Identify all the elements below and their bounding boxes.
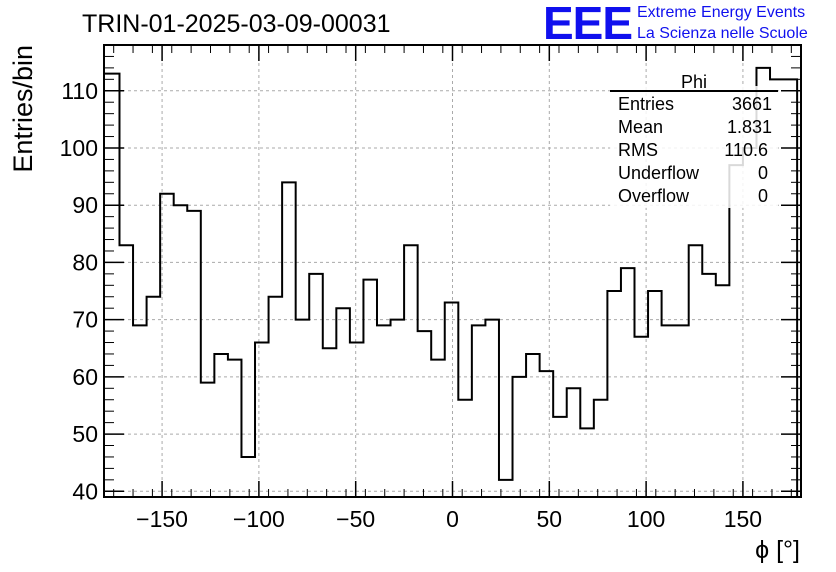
histogram-bin [716, 285, 730, 497]
stats-value-entries: 3661 [732, 94, 772, 114]
histogram-bin [228, 360, 242, 497]
histogram-bin [648, 291, 662, 497]
histogram-bin [526, 354, 540, 497]
histogram-bin [431, 360, 445, 497]
y-tick-labels: 40 50 60 70 80 90 100 110 [60, 78, 98, 505]
stats-label-underflow: Underflow [618, 163, 700, 183]
histogram-bin [553, 417, 567, 497]
histogram-bin [729, 165, 743, 497]
histogram-bin [377, 325, 391, 497]
histogram-bin [445, 302, 459, 497]
x-tick-label: −100 [233, 506, 285, 532]
histogram-bin [458, 400, 472, 497]
histogram-bin [702, 274, 716, 497]
stats-box-background [610, 86, 778, 208]
histogram-bin [662, 325, 676, 497]
y-tick-label: 80 [72, 249, 98, 275]
histogram-bin [472, 325, 486, 497]
histogram-bin [255, 343, 269, 497]
x-tick-labels: −150 −100 −50 0 50 100 150 [136, 506, 762, 532]
histogram-bin [404, 245, 418, 497]
x-tick-label: −150 [136, 506, 188, 532]
histogram-bin [133, 325, 147, 497]
histogram-bin [323, 348, 337, 497]
chart-title: TRIN-01-2025-03-09-00031 [82, 10, 391, 38]
y-tick-label: 110 [61, 78, 98, 104]
histogram-bin [580, 428, 594, 497]
histogram-bin [675, 325, 689, 497]
axis-ticks [104, 44, 801, 497]
histogram-bin [540, 371, 554, 497]
histogram-bin [567, 388, 581, 497]
histogram-bin [187, 211, 201, 497]
histogram-bin [336, 308, 350, 497]
histogram-bin [485, 320, 499, 497]
histogram-bin [607, 291, 621, 497]
stats-value-rms: 110.6 [724, 140, 768, 160]
y-tick-label: 70 [72, 307, 98, 333]
x-tick-label: −50 [336, 506, 375, 532]
histogram-bin [513, 377, 527, 497]
stats-label-overflow: Overflow [618, 186, 690, 206]
histogram-bin [634, 337, 648, 497]
histogram-bin [594, 400, 608, 497]
histogram-bin [309, 274, 323, 497]
stats-title: Phi [681, 72, 707, 92]
histogram-bin [269, 297, 283, 497]
y-axis-label: Entries/bin [8, 45, 38, 173]
histogram-bin [201, 383, 215, 497]
x-axis-label: ϕ [°] [755, 536, 800, 564]
histogram-bin [391, 320, 405, 497]
histogram-bin [214, 354, 228, 497]
histogram-bin [282, 182, 296, 497]
stats-value-overflow: 0 [758, 186, 768, 206]
eee-logo-line2: La Scienza nelle Scuole [637, 25, 808, 42]
histogram-bin [160, 194, 174, 497]
histogram-bin [147, 297, 161, 497]
y-tick-label: 100 [60, 135, 98, 161]
x-tick-label: 0 [446, 506, 459, 532]
histogram-bin [174, 205, 188, 497]
histogram-bin [350, 343, 364, 497]
x-tick-label: 100 [627, 506, 665, 532]
stats-label-mean: Mean [618, 117, 663, 137]
x-tick-label: 50 [537, 506, 563, 532]
stats-label-entries: Entries [618, 94, 674, 114]
stats-box: Phi Entries 3661 Mean 1.831 RMS 110.6 Un… [610, 72, 778, 208]
y-tick-label: 90 [72, 192, 98, 218]
eee-logo: EEE [543, 0, 633, 49]
stats-value-mean: 1.831 [727, 117, 772, 137]
grid-layer [104, 45, 801, 497]
histogram-bin [689, 245, 703, 497]
histogram-bin [296, 320, 310, 497]
stats-label-rms: RMS [618, 140, 658, 160]
histogram-bin [363, 280, 377, 497]
eee-logo-line1: Extreme Energy Events [637, 4, 806, 21]
histogram-bin [621, 268, 635, 497]
y-tick-label: 50 [72, 421, 98, 447]
y-tick-label: 60 [72, 364, 98, 390]
y-tick-label: 40 [72, 478, 98, 504]
histogram-bin [119, 245, 133, 497]
histogram-bin [241, 457, 255, 497]
x-tick-label: 150 [724, 506, 762, 532]
histogram-bin [418, 331, 432, 497]
stats-value-underflow: 0 [758, 163, 768, 183]
histogram-series-phi [103, 66, 799, 497]
